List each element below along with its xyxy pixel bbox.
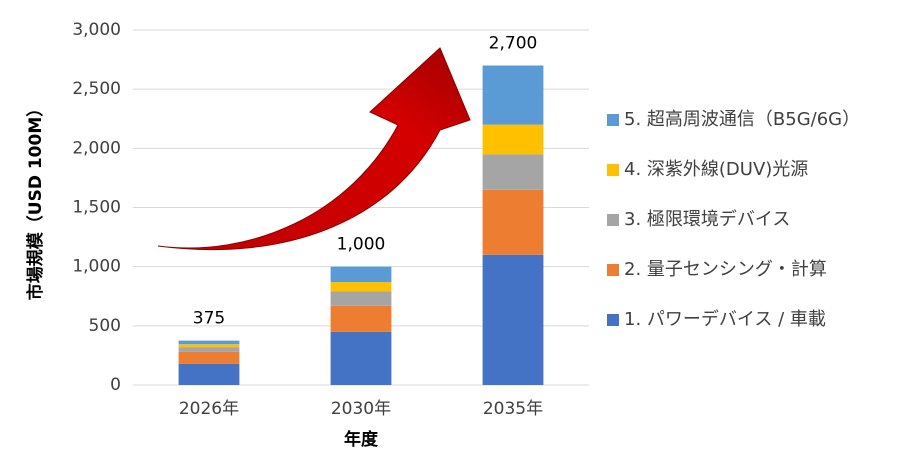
bar-segment bbox=[482, 124, 544, 155]
y-tick-label: 0 bbox=[110, 375, 121, 395]
bar-segment bbox=[330, 266, 392, 283]
bar-segment bbox=[178, 344, 240, 348]
total-label: 1,000 bbox=[337, 235, 386, 255]
x-tick-label: 2026年 bbox=[179, 399, 239, 419]
bar-segment bbox=[330, 291, 392, 306]
y-tick-label: 2,000 bbox=[72, 138, 121, 158]
legend-label: 1. パワーデバイス / 車載 bbox=[624, 309, 826, 330]
bar-segment bbox=[482, 189, 544, 255]
legend-label: 2. 量子センシング・計算 bbox=[624, 259, 827, 280]
legend-label: 3. 極限環境デバイス bbox=[624, 209, 790, 230]
legend-swatch bbox=[607, 164, 619, 176]
bar-segment bbox=[178, 340, 240, 345]
bar-segment bbox=[178, 347, 240, 352]
legend-swatch bbox=[607, 264, 619, 276]
x-axis-label: 年度 bbox=[344, 429, 379, 450]
y-tick-label: 1,000 bbox=[72, 257, 121, 277]
x-tick-label: 2030年 bbox=[331, 399, 391, 419]
bar-segment bbox=[330, 305, 392, 332]
bar-segment bbox=[178, 351, 240, 364]
x-tick-label: 2035年 bbox=[483, 399, 543, 419]
legend-label: 4. 深紫外線(DUV)光源 bbox=[624, 159, 808, 180]
y-axis-label: 市場規模（USD 100M） bbox=[25, 100, 46, 300]
y-tick-label: 2,500 bbox=[72, 79, 121, 99]
bar-segment bbox=[330, 331, 392, 385]
total-label: 2,700 bbox=[489, 34, 538, 54]
legend-swatch bbox=[607, 314, 619, 326]
y-tick-label: 3,000 bbox=[72, 20, 121, 40]
y-tick-label: 500 bbox=[89, 316, 121, 336]
bar-segment bbox=[482, 254, 544, 385]
legend-swatch bbox=[607, 114, 619, 126]
bar-segment bbox=[178, 363, 240, 385]
growth-arrow bbox=[157, 47, 471, 251]
bar-segment bbox=[330, 282, 392, 292]
total-label: 375 bbox=[193, 309, 225, 329]
legend-swatch bbox=[607, 214, 619, 226]
bar-segment bbox=[482, 154, 544, 190]
bar-segment bbox=[482, 65, 544, 125]
y-tick-label: 1,500 bbox=[72, 198, 121, 218]
legend-label: 5. 超高周波通信（B5G/6G） bbox=[624, 109, 860, 130]
